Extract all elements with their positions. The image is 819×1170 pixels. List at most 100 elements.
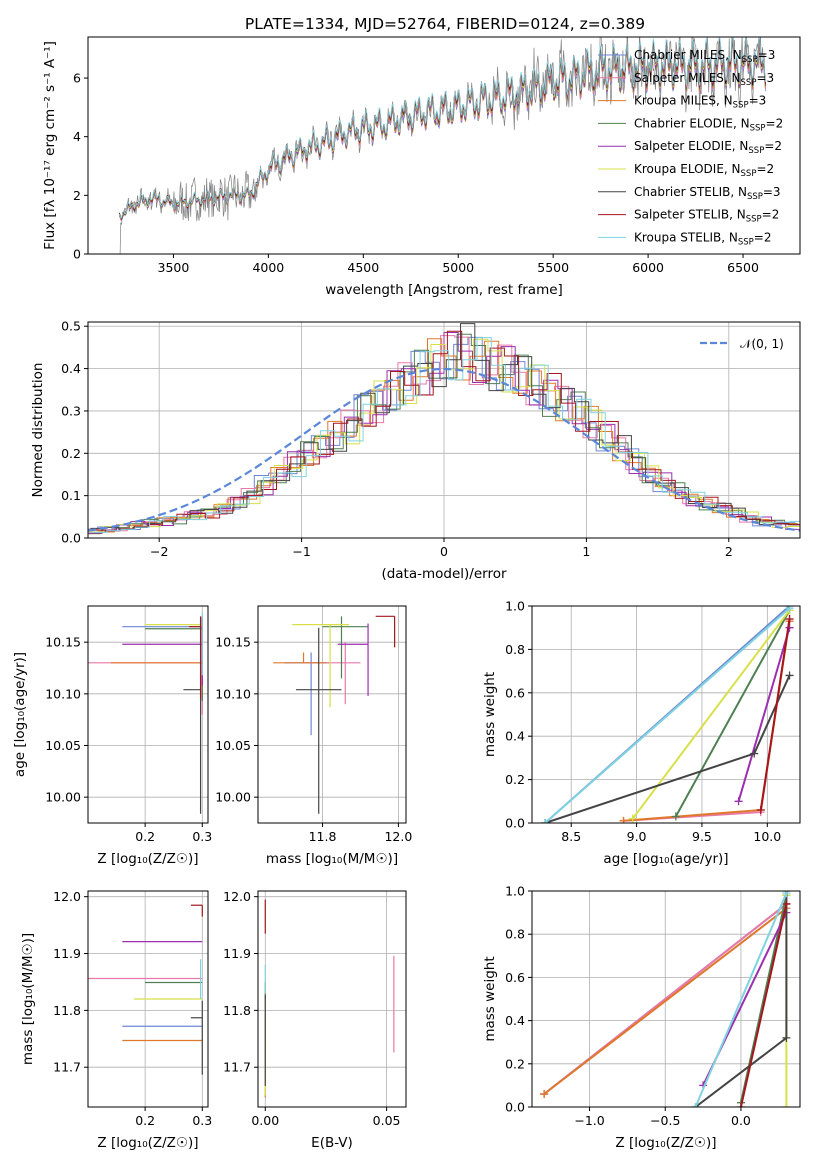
figure-title: PLATE=1334, MJD=52764, FIBERID=0124, z=0…: [245, 15, 645, 33]
mass_vs_EBV-ytick-label-2: 11.9: [223, 946, 251, 961]
residuals-ytick-label-0: 0.0: [61, 531, 81, 546]
residuals-xtick-label-0: −2: [150, 544, 168, 559]
mass_weight_vs_Z-ytick-label-0: 0.0: [505, 1100, 525, 1115]
mass_weight_vs_Z-series-2: [543, 907, 788, 1095]
mass_weight_vs_age-ytick-label-0: 0.0: [505, 816, 525, 831]
legend-label-5: Kroupa ELODIE, NSSP=2: [634, 162, 774, 179]
mass_weight_vs_Z-frame: [531, 890, 801, 1108]
mass_weight_vs_Z-series-7: [739, 903, 788, 1107]
spectrum-xtick-label-2: 4500: [347, 260, 379, 275]
spectrum-ytick-label-2: 4: [73, 129, 81, 144]
residuals-xlabel: (data-model)/error: [381, 566, 507, 582]
mass_vs_Z-axes: 0.2 0.3 11.7 11.8 11.9 12.0 Z [log₁₀(Z/Z☉)] mas…: [20, 889, 212, 1151]
age_vs_Z-ytick-label-2: 10.10: [45, 686, 81, 701]
residual-hist-6: [90, 323, 800, 530]
mass_weight_vs_age-ytick-label-2: 0.4: [505, 729, 525, 744]
age_vs_mass-ytick-label-3: 10.15: [215, 635, 251, 650]
mass_vs_EBV-ytick-label-3: 12.0: [223, 889, 251, 904]
legend-label-2: Kroupa MILES, NSSP=3: [634, 94, 766, 111]
spectrum-frame: [87, 36, 801, 255]
age_vs_Z-frame: [87, 605, 209, 824]
spectrum-plot-area: [118, 37, 766, 254]
residuals-plot-area: [88, 323, 800, 535]
mass_weight_vs_age-marker-8-0: [541, 819, 550, 823]
mass_weight_vs_Z-marker-8-0: [691, 1103, 700, 1107]
residuals-frame: [87, 321, 801, 539]
legend-label-0: Chabrier MILES, NSSP=3: [634, 48, 775, 65]
age_vs_mass-ytick-label-0: 10.00: [215, 790, 251, 805]
mass_weight_vs_age-marker-2-0: [619, 816, 628, 823]
legend-label-3: Chabrier ELODIE, NSSP=2: [634, 116, 783, 133]
mass_weight_vs_age-ytick-label-1: 0.2: [505, 772, 525, 787]
mass_weight_vs_age-ytick-label-5: 1.0: [505, 599, 525, 614]
mass_weight_vs_age-series-5: [631, 609, 791, 820]
residuals-xtick-label-3: 1: [582, 544, 590, 559]
age_vs_Z-ytick-label-0: 10.00: [45, 790, 81, 805]
legend-label-8: Kroupa STELIB, NSSP=2: [634, 230, 772, 247]
mass_weight_vs_Z-marker-8-1: [782, 891, 791, 898]
residuals-ytick-label-1: 0.1: [61, 488, 81, 503]
mass_vs_Z-ytick-label-0: 11.7: [53, 1060, 81, 1075]
spectrum-xtick-label-5: 6000: [632, 260, 664, 275]
mass_vs_EBV-axes: 0.00 0.05 11.7 11.8 11.9 12.0 E(B-V): [223, 889, 406, 1151]
mass_weight_vs_age-marker-4-0: [734, 797, 743, 806]
mass_weight_vs_Z-ytick-label-5: 1.0: [505, 884, 525, 899]
spectrum-ylabel: Flux [fλ 10⁻¹⁷ erg cm⁻² s⁻¹ A⁻¹]: [42, 41, 58, 250]
age_vs_mass-plot-area: [273, 615, 396, 814]
age_vs_Z-ylabel: age [log₁₀(age/yr)]: [12, 652, 28, 777]
mass_vs_Z-xlabel: Z [log₁₀(Z/Z☉)]: [97, 1135, 198, 1151]
age_vs_Z-ytick-label-1: 10.05: [45, 738, 81, 753]
residuals-ylabel: Normed distribution: [30, 363, 46, 498]
residuals-ytick-label-2: 0.2: [61, 446, 81, 461]
normal-reference-curve: [88, 367, 800, 532]
mass_weight_vs_age-xlabel: age [log₁₀(age/yr)]: [603, 851, 728, 867]
mass_weight_vs_Z-series-8: [694, 892, 788, 1107]
legend-label-6: Chabrier STELIB, NSSP=3: [634, 185, 781, 202]
residuals-xtick-label-1: −1: [292, 544, 310, 559]
mass_weight_vs_Z-ytick-label-2: 0.4: [505, 1013, 525, 1028]
mass_weight_vs_age-marker-5-0: [628, 814, 637, 823]
mass_weight_vs_age-xtick-label-0: 8.5: [561, 829, 581, 844]
mass_weight_vs_Z-xlabel: Z [log₁₀(Z/Z☉)]: [615, 1135, 716, 1151]
spectrum-data-line: [119, 37, 766, 254]
legend-label-7: Salpeter STELIB, NSSP=2: [634, 208, 779, 225]
mass_vs_Z-ytick-label-2: 11.9: [53, 946, 81, 961]
residuals-xtick-label-2: 0: [440, 544, 448, 559]
residuals-ytick-label-5: 0.5: [61, 319, 81, 334]
mass_weight_vs_Z-xtick-label-0: −1.0: [574, 1113, 604, 1128]
mass_weight_vs_age-series-7: [759, 618, 791, 811]
mass_weight_vs_Z-xtick-label-2: 0.0: [731, 1113, 751, 1128]
mass_weight_vs_age-ytick-label-4: 0.8: [505, 642, 525, 657]
residuals-ytick-label-4: 0.4: [61, 361, 81, 376]
age_vs_Z-axes: 0.2 0.3 10.00 10.05 10.10 10.15 Z [log₁₀(Z/Z☉)…: [12, 606, 212, 867]
age_vs_Z-xlabel: Z [log₁₀(Z/Z☉)]: [97, 851, 198, 867]
spectrum-model-8: [118, 37, 766, 219]
residuals-xtick-label-4: 2: [725, 544, 733, 559]
mass_weight_vs_age-series-8: [544, 607, 791, 823]
age_vs_mass-xlabel: mass [log₁₀(M/M☉)]: [266, 851, 398, 867]
spectrum-axes: 3500 4000 4500 5000 5500 6000 6500 0 2 4 6 waveleng…: [42, 41, 759, 298]
mass_vs_EBV-plot-area: [264, 899, 395, 1098]
mass_weight_vs_age-marker-7-0: [756, 805, 765, 814]
mass_vs_EBV-ytick-label-0: 11.7: [223, 1060, 251, 1075]
age_vs_mass-frame: [257, 605, 407, 824]
spectrum-legend: Chabrier MILES, NSSP=3 Salpeter MILES, NS…: [598, 48, 783, 247]
mass_vs_Z-xtick-label-0: 0.2: [135, 1113, 155, 1128]
mass_weight_vs_Z-ylabel: mass weight: [482, 956, 498, 1041]
mass_weight_vs_age-marker-6-2: [785, 671, 794, 680]
mass_weight_vs_age-marker-3-0: [671, 812, 680, 821]
mass_weight_vs_age-marker-8-1: [785, 606, 794, 613]
spectrum-ytick-label-3: 6: [73, 71, 81, 86]
residual-hist-8: [92, 337, 800, 533]
age_vs_mass-ytick-label-1: 10.05: [215, 738, 251, 753]
age_vs_Z-plot-area: [88, 613, 203, 814]
residual-legend-label: 𝒩(0, 1): [740, 337, 784, 351]
spectrum-ytick-label-1: 2: [73, 188, 81, 203]
mass_weight_vs_Z-ytick-label-4: 0.8: [505, 927, 525, 942]
mass_vs_EBV-frame: [257, 890, 407, 1108]
mass_weight_vs_Z-marker-7-1: [782, 899, 791, 908]
age_vs_mass-xtick-label-1: 12.0: [384, 829, 412, 844]
residuals-ytick-label-3: 0.3: [61, 403, 81, 418]
mass_weight_vs_Z-ytick-label-1: 0.2: [505, 1056, 525, 1071]
